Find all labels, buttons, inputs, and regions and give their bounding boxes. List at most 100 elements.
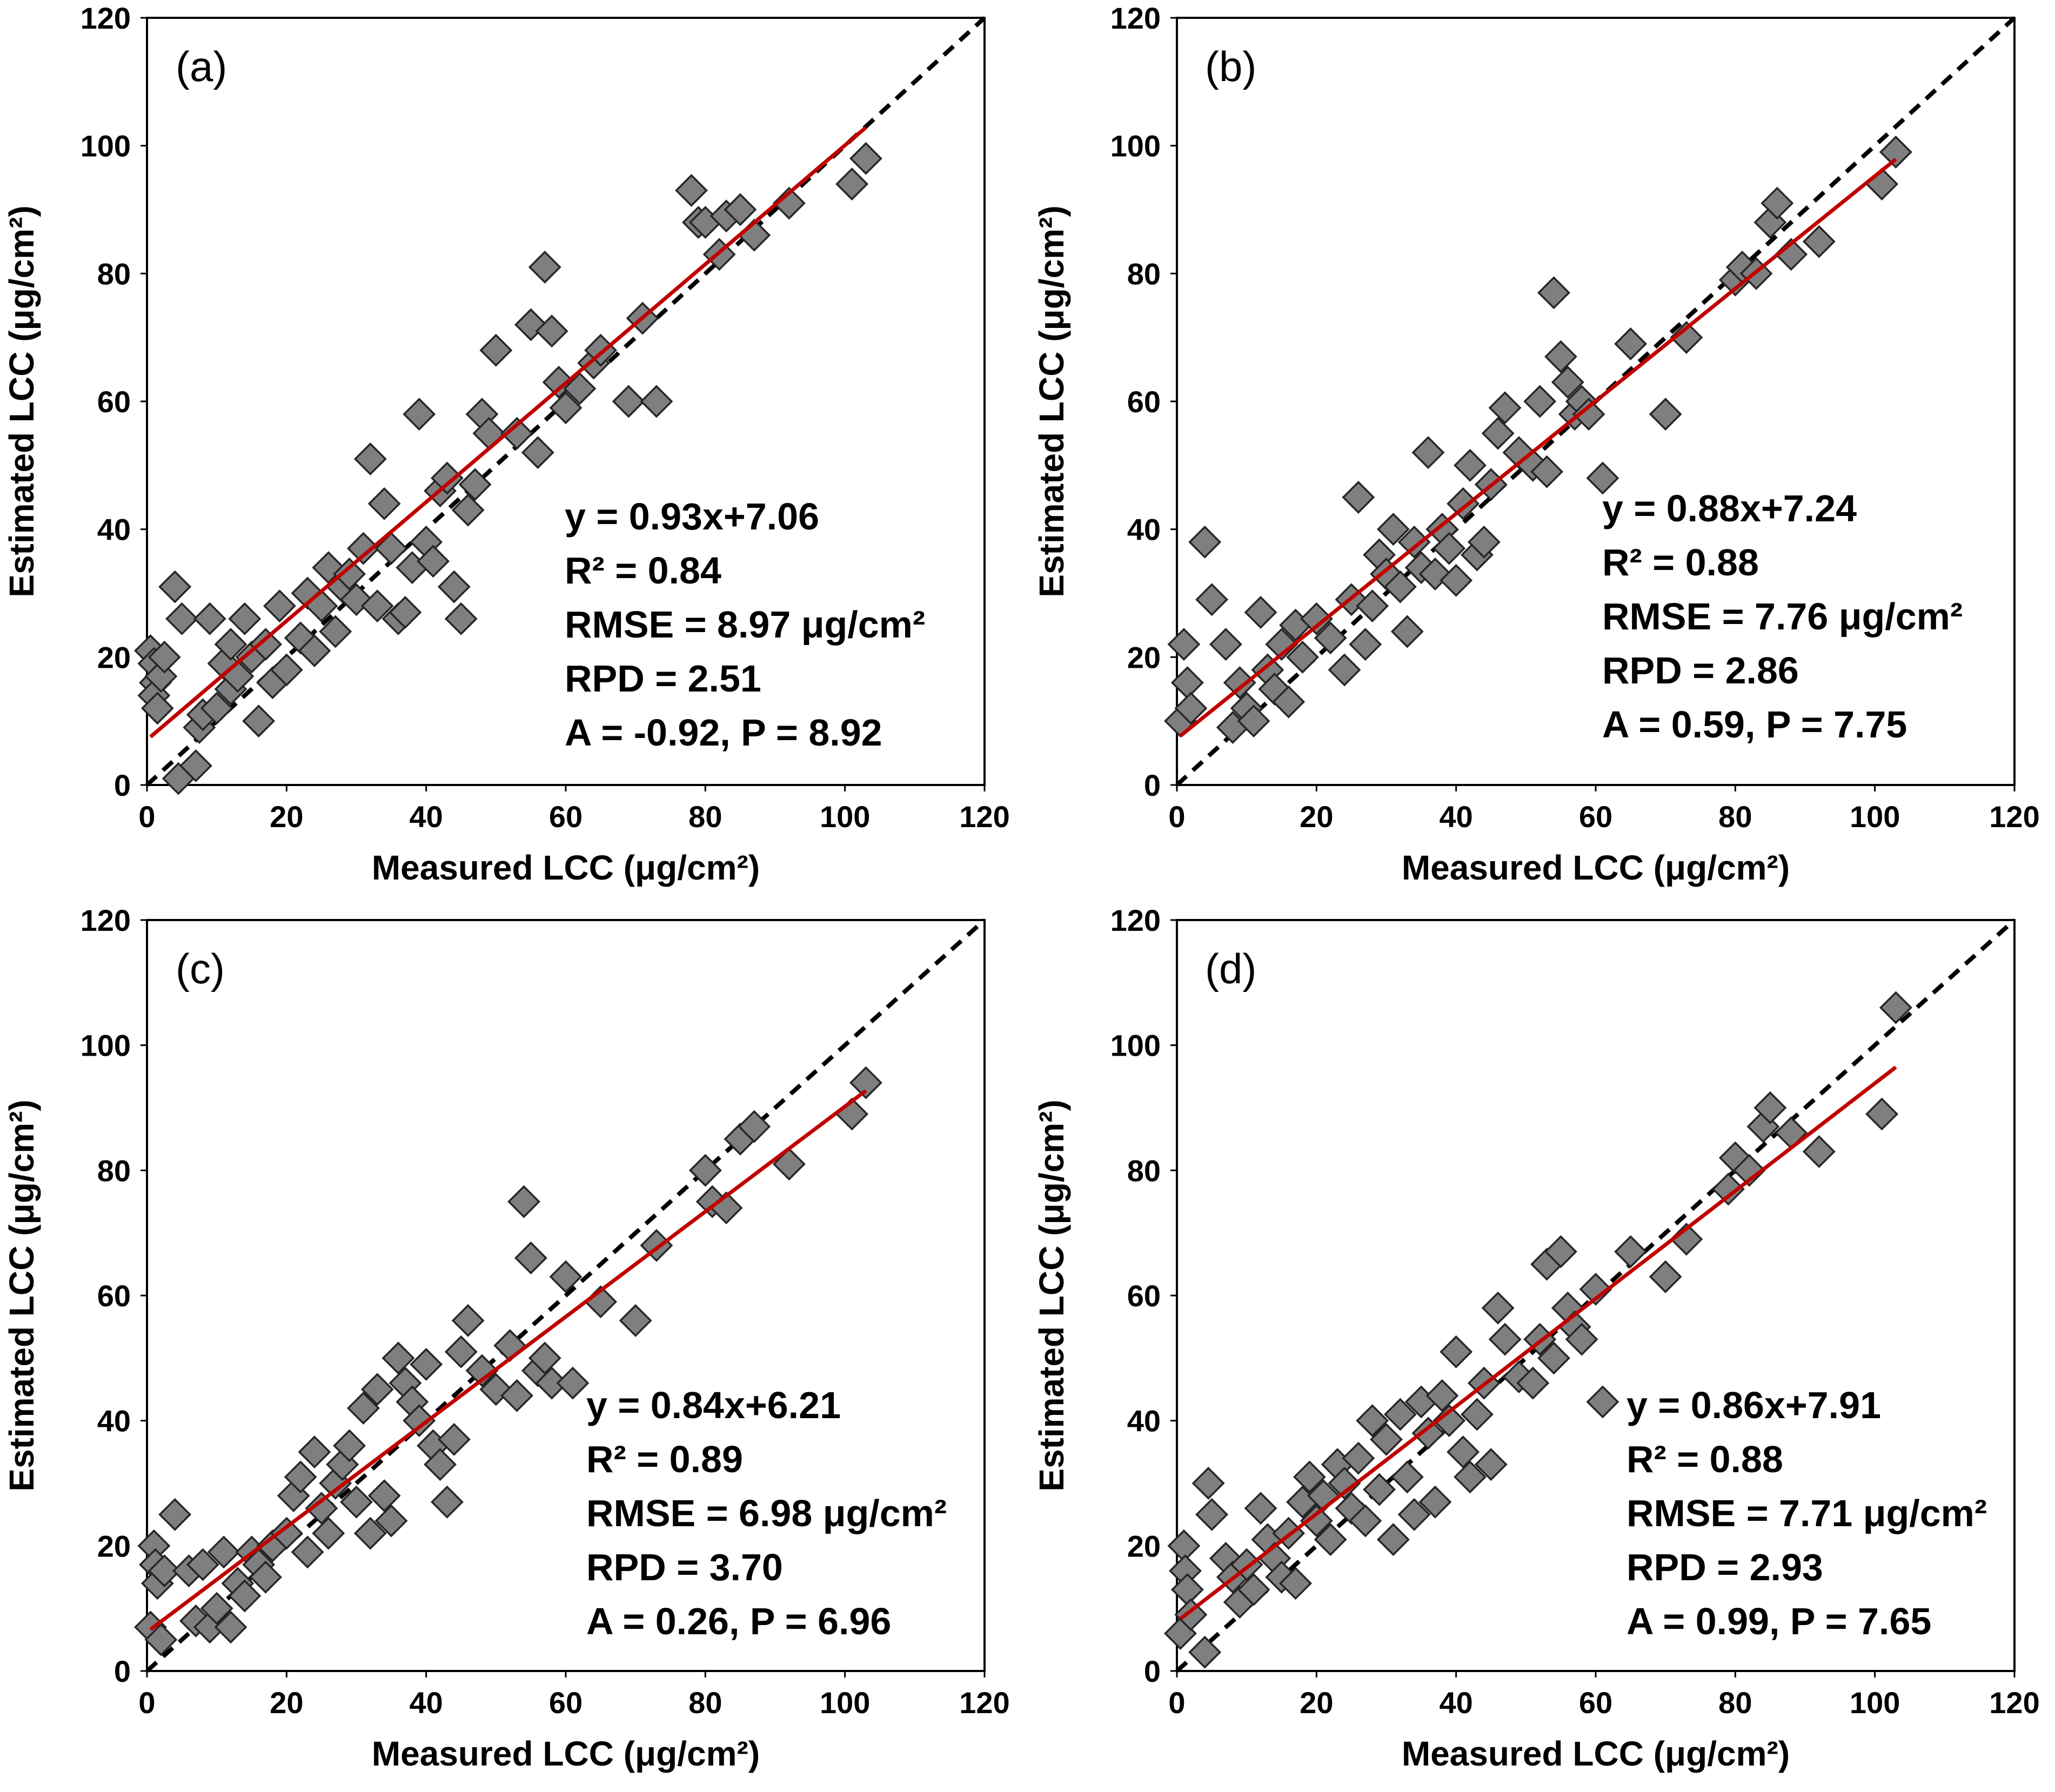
panel-b-x-tick-label: 120 [1989, 800, 2039, 834]
panel-d-regression-line [1179, 1065, 1897, 1621]
panel-b-data-point [1544, 340, 1577, 373]
panel-c-stats-line: R² = 0.89 [586, 1438, 743, 1480]
panel-b-data-point [1376, 513, 1410, 546]
panel-c-y-tick-label: 40 [97, 1404, 131, 1438]
panel-d-data-point [1488, 1323, 1522, 1356]
panel-c-data-point [444, 1335, 478, 1368]
panel-c: 0 20 40 60 80 100 120 0 20 40 60 80 100 120 Measured L… [2, 903, 1010, 1773]
panel-c-x-tick-label: 100 [820, 1686, 870, 1720]
panel-c-data-point [186, 1548, 219, 1581]
panel-a-data-point [263, 589, 296, 623]
panel-d-data-point [1802, 1135, 1836, 1169]
panel-d-data-point [1433, 1404, 1466, 1438]
panel-a-y-tick-label: 40 [97, 513, 131, 547]
panel-d-data-point [1188, 1635, 1222, 1669]
panel-c-data-point [367, 1479, 401, 1513]
panel-a-data-point [724, 193, 757, 226]
panel-b-y-tick-label: 0 [1144, 768, 1161, 802]
panel-d-data-point [1237, 1573, 1270, 1606]
panel-b-regression-line [1179, 158, 1897, 737]
panel-c-stats-line: RMSE = 6.98 μg/cm² [586, 1492, 947, 1534]
panel-d-data-point [1279, 1567, 1313, 1600]
panel-c-data-point [249, 1560, 283, 1594]
panel-a-stats-line: RPD = 2.51 [565, 657, 761, 700]
panel-c-data-point [214, 1610, 247, 1644]
panel-a-data-point [430, 461, 464, 495]
panel-d-data-point [1579, 1272, 1612, 1306]
panel-c-y-tick-label: 20 [97, 1529, 131, 1563]
panel-d-data-point [1454, 1460, 1487, 1494]
panel-c-data-point [465, 1354, 499, 1387]
panel-c-stats-line: y = 0.84x+6.21 [586, 1384, 841, 1426]
panel-c-y-tick-label: 60 [97, 1279, 131, 1313]
panel-c-data-point [353, 1516, 387, 1550]
panel-d-y-tick-label: 100 [1110, 1029, 1161, 1063]
panel-d-data-point [1544, 1235, 1577, 1269]
panel-c-data-point [312, 1516, 345, 1550]
panel-b-data-point [1244, 596, 1277, 629]
panel-d-data-point [1586, 1385, 1619, 1419]
panel-b-y-tick-label: 60 [1127, 385, 1161, 419]
panel-a-x-tick-label: 20 [270, 800, 303, 834]
panel-b-data-point [1802, 225, 1836, 258]
panel-a-data-point [389, 596, 422, 629]
panel-d-data-point [1192, 1467, 1225, 1500]
panel-a-y-tick-label: 0 [114, 768, 131, 802]
panel-b-data-point [1530, 455, 1564, 488]
panel-d-data-point [1460, 1398, 1494, 1431]
panel-a-x-tick-label: 60 [549, 800, 583, 834]
panel-d-stats-line: RPD = 2.93 [1626, 1546, 1823, 1588]
panel-d-x-axis-label: Measured LCC (μg/cm²) [1402, 1734, 1790, 1773]
panel-b-x-tick-label: 80 [1718, 800, 1752, 834]
panel-b-data-point [1167, 628, 1201, 661]
panel-c-data-point [298, 1435, 331, 1469]
panel-d-data-point [1342, 1441, 1375, 1475]
panel-c-y-axis-label: Estimated LCC (μg/cm²) [2, 1099, 41, 1491]
panel-c-x-tick-label: 60 [549, 1686, 583, 1720]
panel-c-data-point [549, 1260, 583, 1293]
panel-a-data-point [500, 417, 534, 450]
panel-b-data-point [1195, 583, 1229, 616]
panel-c-x-tick-label: 20 [270, 1686, 303, 1720]
panel-a-x-tick-label: 100 [820, 800, 870, 834]
panel-c-data-point [556, 1366, 590, 1400]
panel-a-data-point [242, 704, 276, 738]
panel-a-label: (a) [176, 43, 227, 90]
panel-d-data-point [1537, 1341, 1570, 1375]
panel-d-data-point [1383, 1398, 1417, 1431]
panel-a-data-point [849, 142, 882, 175]
panel-b-data-point [1614, 327, 1648, 360]
panel-d-data-point [1565, 1323, 1598, 1356]
panel-c-data-point [284, 1460, 317, 1494]
panel-a-data-point [640, 385, 673, 418]
panel-d-data-point [1376, 1523, 1410, 1556]
panel-c-x-tick-label: 80 [688, 1686, 722, 1720]
panel-d-data-point [1418, 1485, 1452, 1519]
panel-c-data-point [424, 1448, 457, 1481]
panel-c-stats-line: A = 0.26, P = 6.96 [586, 1600, 891, 1642]
panel-b-data-point [1537, 276, 1570, 310]
panel-d-data-point [1363, 1473, 1396, 1506]
panel-a-data-point [521, 436, 554, 469]
panel-a-data-point [417, 545, 450, 578]
panel-b-stats-line: y = 0.88x+7.24 [1602, 487, 1857, 529]
panel-c-y-tick-label: 120 [81, 903, 131, 937]
panel-c-label: (c) [176, 945, 225, 992]
panel-d-data-point [1474, 1448, 1508, 1481]
panel-d-data-point [1328, 1467, 1361, 1500]
panel-b-data-point [1174, 692, 1208, 725]
panel-b-data-point [1328, 653, 1361, 687]
panel-d-y-tick-label: 60 [1127, 1279, 1161, 1313]
panel-b-x-tick-label: 0 [1168, 800, 1185, 834]
panel-c-one-to-one-line [145, 918, 986, 1673]
panel-d-y-axis-label: Estimated LCC (μg/cm²) [1032, 1099, 1071, 1491]
panel-d-data-point [1711, 1172, 1745, 1206]
panel-c-data-point [207, 1535, 240, 1569]
panel-c-data-point [148, 1554, 181, 1588]
panel-d-x-tick-label: 60 [1579, 1686, 1612, 1720]
panel-a-data-point [835, 167, 869, 201]
panel-a-stats-line: R² = 0.84 [565, 549, 721, 592]
panel-d-data-point [1370, 1422, 1403, 1456]
panel-b-data-point [1314, 621, 1347, 655]
